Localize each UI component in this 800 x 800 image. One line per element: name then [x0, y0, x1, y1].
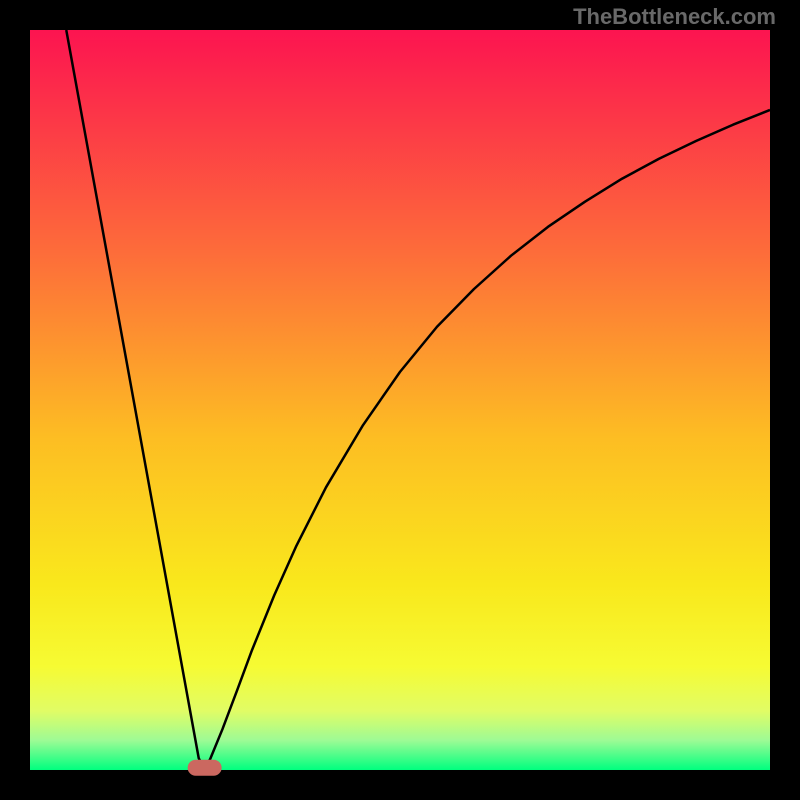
plot-background	[30, 30, 770, 770]
bottleneck-chart	[0, 0, 800, 800]
optimal-marker	[188, 760, 222, 776]
watermark-text: TheBottleneck.com	[573, 4, 776, 30]
chart-container: TheBottleneck.com	[0, 0, 800, 800]
